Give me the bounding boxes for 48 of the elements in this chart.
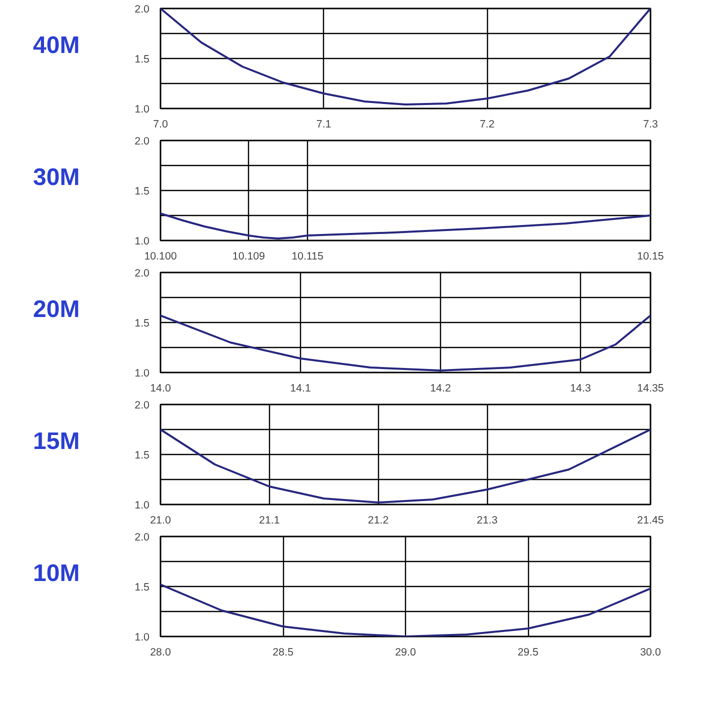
y-tick-label: 1.0	[134, 368, 150, 380]
x-tick-label: 10.109	[232, 250, 266, 262]
text: 10M	[33, 559, 80, 589]
x-tick-label: 14.0	[150, 382, 171, 394]
y-tick-label: 1.0	[134, 104, 150, 116]
x-tick-label: 7.0	[153, 118, 168, 130]
text: 40M	[33, 31, 80, 61]
y-tick-label: 2.0	[134, 4, 150, 16]
y-tick-label: 1.0	[134, 632, 150, 644]
x-tick-label: 10.115	[292, 250, 324, 262]
x-tick-label: 28.0	[150, 646, 171, 658]
y-tick-label: 2.0	[134, 136, 150, 148]
line-series	[160, 314, 650, 372]
text: 20M	[33, 295, 80, 325]
x-tick-label: 29.5	[518, 646, 538, 658]
y-tick-label: 1.5	[134, 186, 150, 198]
x-tick-label: 14.3	[570, 382, 591, 394]
text: 30M	[33, 163, 80, 193]
x-tick-label: 21.45	[637, 514, 664, 526]
x-tick-label: 14.35	[637, 382, 664, 394]
y-tick-label: 1.5	[134, 54, 150, 66]
x-tick-label: 14.2	[430, 382, 451, 394]
x-tick-label: 7.3	[643, 118, 658, 130]
text: 15M	[33, 427, 80, 457]
y-tick-label: 1.5	[134, 582, 150, 594]
line-series	[160, 8, 650, 106]
y-tick-label: 1.5	[134, 450, 150, 462]
x-tick-label: 7.2	[480, 118, 495, 130]
x-tick-label: 30.0	[640, 646, 661, 658]
x-tick-label: 21.1	[259, 514, 280, 526]
y-tick-label: 1.0	[134, 236, 150, 248]
y-tick-label: 2.0	[134, 400, 150, 412]
line-series	[160, 212, 650, 240]
line-series	[160, 584, 650, 636]
y-tick-label: 1.0	[134, 500, 150, 512]
y-tick-label: 2.0	[134, 532, 150, 544]
y-tick-label: 2.0	[134, 268, 150, 280]
x-tick-label: 14.1	[290, 382, 311, 394]
x-tick-label: 10.100	[144, 250, 177, 262]
x-tick-label: 21.2	[368, 514, 389, 526]
line-series	[160, 428, 650, 504]
x-tick-label: 10.15	[637, 250, 664, 262]
x-tick-label: 21.0	[150, 514, 171, 526]
y-tick-label: 1.5	[134, 318, 150, 330]
x-tick-label: 28.5	[272, 646, 294, 658]
x-tick-label: 29.0	[395, 646, 416, 658]
x-tick-label: 7.1	[316, 118, 332, 130]
x-tick-label: 21.3	[476, 514, 498, 526]
